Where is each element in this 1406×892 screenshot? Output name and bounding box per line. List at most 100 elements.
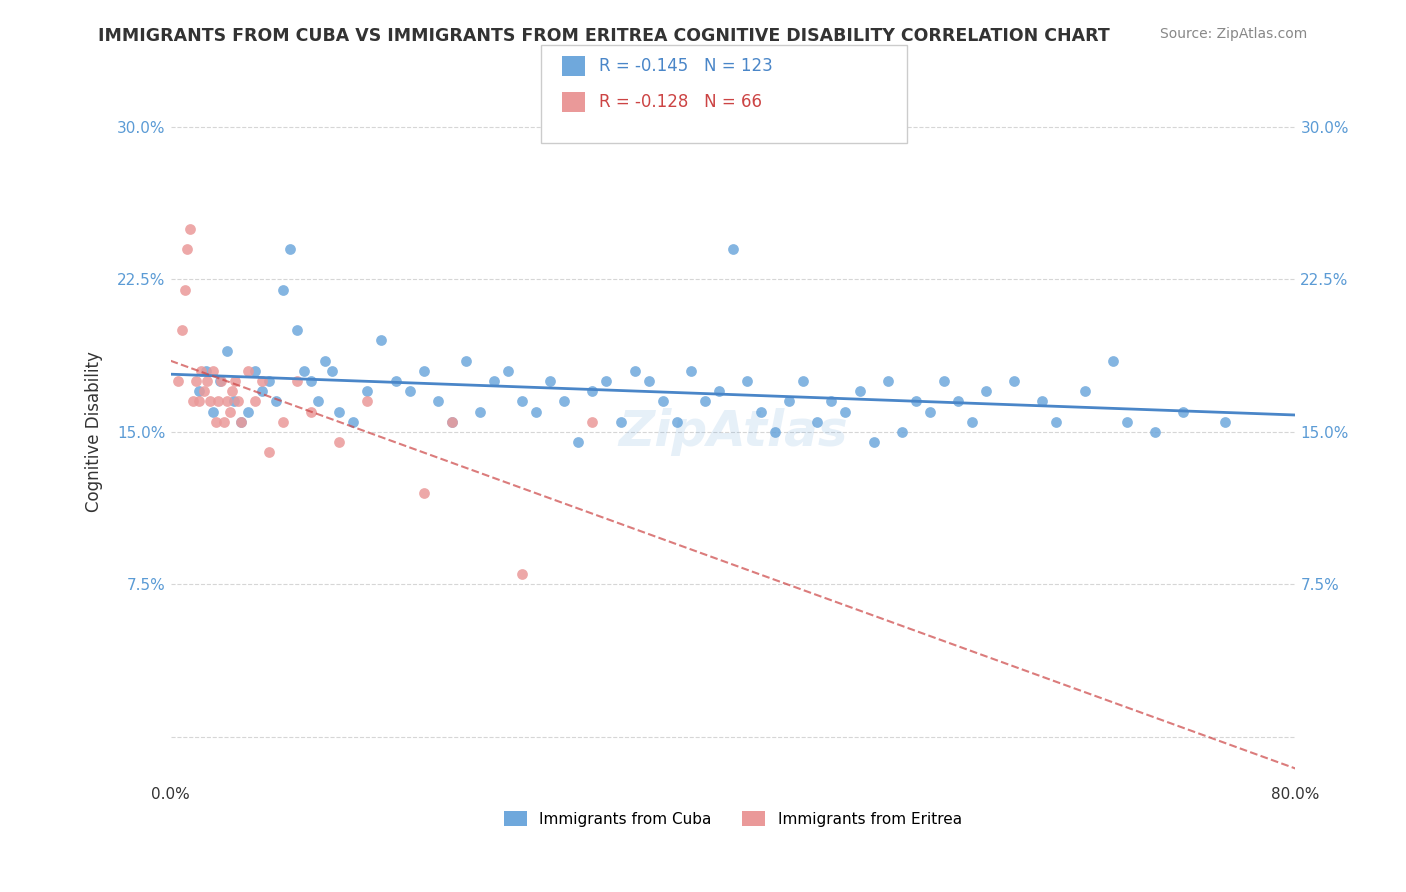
Immigrants from Cuba <box>763 425 786 439</box>
Immigrants from Cuba <box>651 394 673 409</box>
Immigrants from Cuba <box>1115 415 1137 429</box>
Text: R = -0.128   N = 66: R = -0.128 N = 66 <box>599 93 762 111</box>
Immigrants from Cuba <box>693 394 716 409</box>
Immigrants from Cuba <box>876 374 898 388</box>
Y-axis label: Cognitive Disability: Cognitive Disability <box>86 351 103 512</box>
Immigrants from Cuba <box>848 384 870 399</box>
Immigrants from Cuba <box>707 384 730 399</box>
Immigrants from Cuba <box>1213 415 1236 429</box>
Immigrants from Eritrea <box>195 374 218 388</box>
Immigrants from Cuba <box>482 374 505 388</box>
Immigrants from Cuba <box>904 394 927 409</box>
Immigrants from Eritrea <box>299 404 322 418</box>
Immigrants from Cuba <box>328 404 350 418</box>
Immigrants from Cuba <box>440 415 463 429</box>
Immigrants from Cuba <box>1171 404 1194 418</box>
Immigrants from Cuba <box>623 364 645 378</box>
Immigrants from Eritrea <box>510 567 533 582</box>
Immigrants from Cuba <box>250 384 273 399</box>
Immigrants from Eritrea <box>581 415 603 429</box>
Immigrants from Cuba <box>820 394 842 409</box>
Immigrants from Eritrea <box>207 394 229 409</box>
Immigrants from Eritrea <box>190 364 212 378</box>
Immigrants from Cuba <box>637 374 659 388</box>
Immigrants from Cuba <box>208 374 231 388</box>
Legend: Immigrants from Cuba, Immigrants from Eritrea: Immigrants from Cuba, Immigrants from Er… <box>498 805 967 833</box>
Immigrants from Cuba <box>454 353 477 368</box>
Immigrants from Cuba <box>384 374 406 388</box>
Immigrants from Cuba <box>321 364 343 378</box>
Immigrants from Cuba <box>314 353 336 368</box>
Immigrants from Cuba <box>960 415 983 429</box>
Immigrants from Cuba <box>679 364 702 378</box>
Immigrants from Cuba <box>229 415 252 429</box>
Immigrants from Cuba <box>1002 374 1025 388</box>
Immigrants from Cuba <box>468 404 491 418</box>
Immigrants from Cuba <box>735 374 758 388</box>
Immigrants from Cuba <box>243 364 266 378</box>
Immigrants from Cuba <box>299 374 322 388</box>
Immigrants from Eritrea <box>170 323 193 337</box>
Immigrants from Eritrea <box>243 394 266 409</box>
Immigrants from Cuba <box>271 283 294 297</box>
Immigrants from Cuba <box>538 374 561 388</box>
Immigrants from Cuba <box>412 364 434 378</box>
Immigrants from Cuba <box>356 384 378 399</box>
Text: ZipAtlas: ZipAtlas <box>619 408 848 456</box>
Immigrants from Cuba <box>496 364 519 378</box>
Immigrants from Cuba <box>721 242 744 256</box>
Immigrants from Eritrea <box>184 374 207 388</box>
Immigrants from Eritrea <box>212 415 235 429</box>
Text: R = -0.145   N = 123: R = -0.145 N = 123 <box>599 57 773 75</box>
Text: Source: ZipAtlas.com: Source: ZipAtlas.com <box>1160 27 1308 41</box>
Immigrants from Cuba <box>567 435 589 450</box>
Immigrants from Cuba <box>201 404 224 418</box>
Immigrants from Cuba <box>398 384 420 399</box>
Immigrants from Cuba <box>1073 384 1095 399</box>
Immigrants from Cuba <box>553 394 575 409</box>
Immigrants from Cuba <box>581 384 603 399</box>
Immigrants from Cuba <box>1143 425 1166 439</box>
Immigrants from Eritrea <box>236 364 259 378</box>
Immigrants from Cuba <box>1101 353 1123 368</box>
Immigrants from Cuba <box>194 364 217 378</box>
Immigrants from Cuba <box>1031 394 1053 409</box>
Immigrants from Eritrea <box>209 374 232 388</box>
Immigrants from Cuba <box>862 435 884 450</box>
Immigrants from Eritrea <box>179 221 201 235</box>
Immigrants from Cuba <box>609 415 631 429</box>
Immigrants from Cuba <box>595 374 617 388</box>
Immigrants from Eritrea <box>356 394 378 409</box>
Immigrants from Eritrea <box>285 374 308 388</box>
Immigrants from Cuba <box>187 384 209 399</box>
Immigrants from Cuba <box>834 404 856 418</box>
Immigrants from Eritrea <box>229 415 252 429</box>
Immigrants from Cuba <box>918 404 941 418</box>
Immigrants from Eritrea <box>226 394 249 409</box>
Immigrants from Eritrea <box>412 486 434 500</box>
Immigrants from Cuba <box>974 384 997 399</box>
Immigrants from Eritrea <box>166 374 188 388</box>
Immigrants from Eritrea <box>224 374 246 388</box>
Immigrants from Cuba <box>222 394 245 409</box>
Immigrants from Eritrea <box>271 415 294 429</box>
Immigrants from Cuba <box>236 404 259 418</box>
Immigrants from Eritrea <box>176 242 198 256</box>
Immigrants from Eritrea <box>173 283 195 297</box>
Immigrants from Cuba <box>307 394 329 409</box>
Immigrants from Cuba <box>946 394 969 409</box>
Immigrants from Cuba <box>510 394 533 409</box>
Immigrants from Cuba <box>215 343 238 358</box>
Immigrants from Cuba <box>778 394 800 409</box>
Immigrants from Cuba <box>932 374 955 388</box>
Immigrants from Cuba <box>890 425 912 439</box>
Immigrants from Cuba <box>665 415 688 429</box>
Immigrants from Cuba <box>342 415 364 429</box>
Immigrants from Eritrea <box>215 394 238 409</box>
Immigrants from Cuba <box>806 415 828 429</box>
Immigrants from Cuba <box>1045 415 1067 429</box>
Immigrants from Cuba <box>264 394 287 409</box>
Immigrants from Eritrea <box>218 404 240 418</box>
Immigrants from Cuba <box>792 374 814 388</box>
Immigrants from Eritrea <box>181 394 204 409</box>
